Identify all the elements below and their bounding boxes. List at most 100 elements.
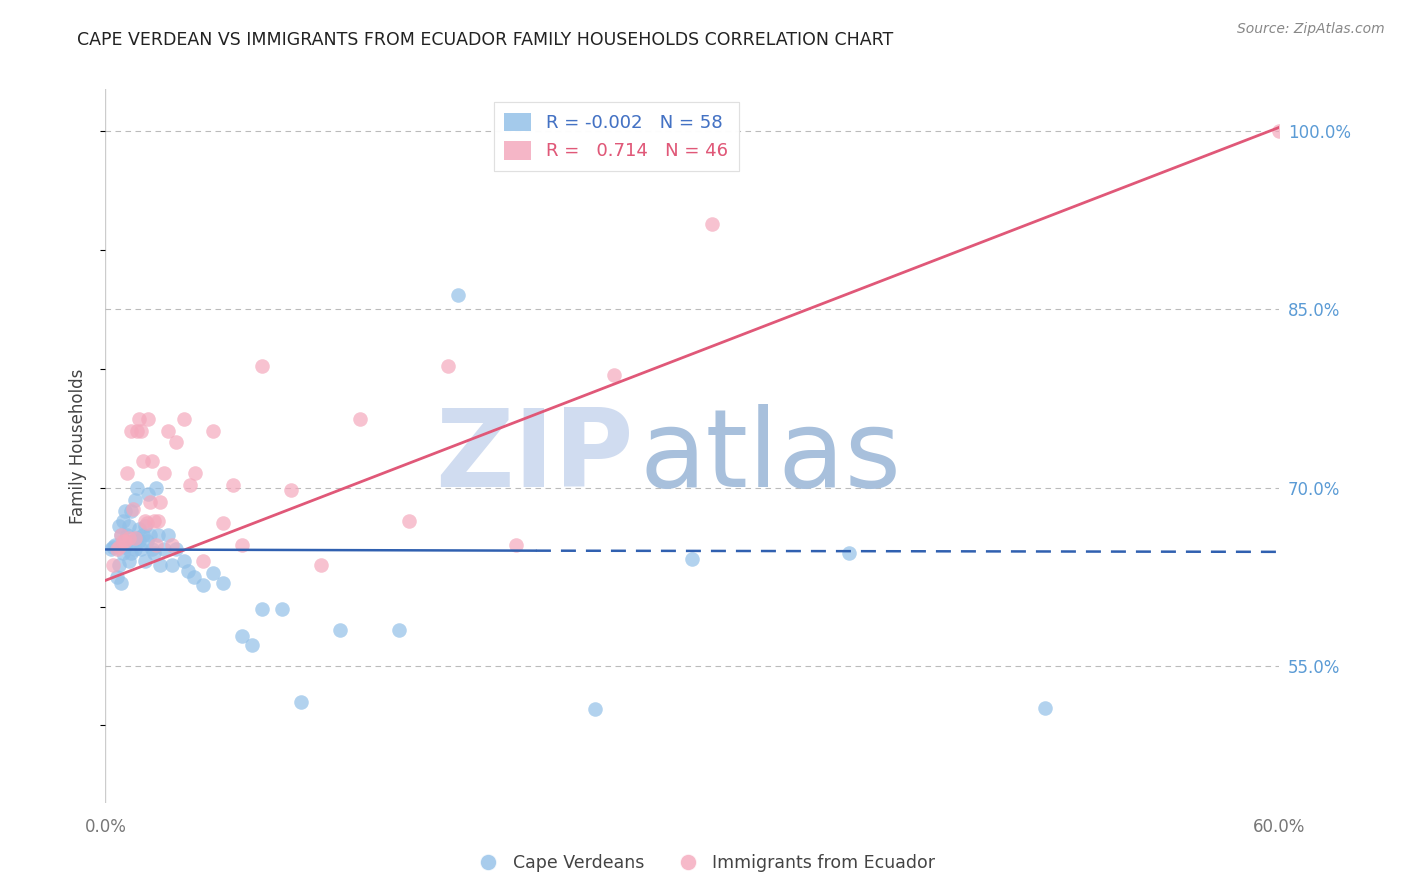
Point xyxy=(290,695,312,709)
Point xyxy=(141,542,163,557)
Point xyxy=(104,538,127,552)
Point xyxy=(447,288,470,302)
Point xyxy=(110,528,132,542)
Point xyxy=(176,564,198,578)
Point xyxy=(118,518,141,533)
Point xyxy=(108,540,131,554)
Point xyxy=(121,534,143,549)
Point xyxy=(112,546,135,560)
Point xyxy=(134,518,156,533)
Text: CAPE VERDEAN VS IMMIGRANTS FROM ECUADOR FAMILY HOUSEHOLDS CORRELATION CHART: CAPE VERDEAN VS IMMIGRANTS FROM ECUADOR … xyxy=(77,31,894,49)
Text: atlas: atlas xyxy=(640,404,901,509)
Point xyxy=(153,542,176,557)
Point xyxy=(221,478,243,492)
Point xyxy=(1033,700,1056,714)
Point xyxy=(143,514,166,528)
Point xyxy=(139,495,162,509)
Point xyxy=(603,368,626,382)
Point xyxy=(231,538,253,552)
Point xyxy=(129,424,152,438)
Point xyxy=(103,558,125,572)
Point xyxy=(110,528,132,542)
Point xyxy=(112,534,135,549)
Point xyxy=(120,424,142,438)
Point xyxy=(120,504,142,518)
Point xyxy=(148,528,170,542)
Point xyxy=(173,411,195,425)
Point xyxy=(139,528,162,542)
Point xyxy=(250,359,273,374)
Point xyxy=(112,514,135,528)
Point xyxy=(309,558,332,572)
Point xyxy=(202,566,225,581)
Point xyxy=(105,542,128,557)
Point xyxy=(193,578,215,592)
Point xyxy=(202,424,225,438)
Point xyxy=(388,624,411,638)
Point xyxy=(157,528,180,542)
Point xyxy=(138,486,160,500)
Text: Source: ZipAtlas.com: Source: ZipAtlas.com xyxy=(1237,22,1385,37)
Point xyxy=(114,534,136,549)
Point xyxy=(131,454,153,468)
Point xyxy=(118,554,141,568)
Point xyxy=(125,424,148,438)
Point xyxy=(128,411,150,425)
Point xyxy=(124,492,146,507)
Point xyxy=(115,467,138,481)
Point xyxy=(165,435,187,450)
Point xyxy=(120,546,142,560)
Point xyxy=(114,540,136,554)
Point xyxy=(160,558,183,572)
Point xyxy=(143,546,166,560)
Point xyxy=(329,624,352,638)
Point xyxy=(135,516,157,531)
Point xyxy=(157,424,180,438)
Point xyxy=(129,542,152,557)
Point xyxy=(141,454,163,468)
Text: ZIP: ZIP xyxy=(436,404,634,509)
Point xyxy=(270,602,292,616)
Point xyxy=(1268,124,1291,138)
Point xyxy=(138,411,160,425)
Point xyxy=(184,467,207,481)
Point xyxy=(124,531,146,545)
Legend: R = -0.002   N = 58, R =   0.714   N = 46: R = -0.002 N = 58, R = 0.714 N = 46 xyxy=(494,102,738,171)
Point xyxy=(583,702,606,716)
Point xyxy=(240,638,263,652)
Point xyxy=(211,516,233,531)
Point xyxy=(115,528,138,542)
Point xyxy=(145,538,167,552)
Point xyxy=(108,558,131,572)
Point xyxy=(121,502,143,516)
Point xyxy=(125,481,148,495)
Point xyxy=(250,602,273,616)
Point xyxy=(398,514,420,528)
Point xyxy=(128,522,150,536)
Point xyxy=(149,558,172,572)
Point xyxy=(838,546,860,560)
Point xyxy=(105,570,128,584)
Point xyxy=(100,542,122,557)
Point xyxy=(349,411,371,425)
Point xyxy=(165,542,187,557)
Point xyxy=(153,467,176,481)
Point xyxy=(118,531,141,545)
Legend: Cape Verdeans, Immigrants from Ecuador: Cape Verdeans, Immigrants from Ecuador xyxy=(464,847,942,879)
Point xyxy=(124,542,146,557)
Point xyxy=(128,534,150,549)
Point xyxy=(114,504,136,518)
Point xyxy=(103,540,125,554)
Point xyxy=(682,552,704,566)
Point xyxy=(193,554,215,568)
Point xyxy=(437,359,460,374)
Y-axis label: Family Households: Family Households xyxy=(69,368,87,524)
Point xyxy=(134,554,156,568)
Point xyxy=(173,554,195,568)
Point xyxy=(131,528,153,542)
Point xyxy=(211,575,233,590)
Point xyxy=(135,534,157,549)
Point xyxy=(505,538,527,552)
Point xyxy=(183,570,205,584)
Point xyxy=(108,518,131,533)
